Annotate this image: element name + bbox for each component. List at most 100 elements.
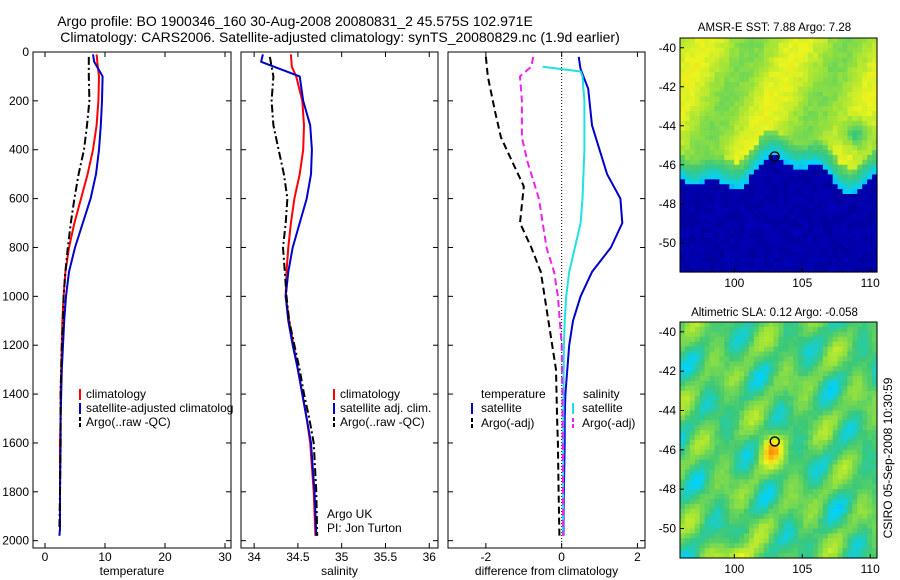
map-cell: [694, 435, 701, 441]
map-cell: [699, 385, 706, 392]
map-cell: [788, 479, 794, 485]
map-cell: [729, 430, 735, 436]
map-cell: [832, 213, 839, 219]
map-cell: [724, 444, 730, 451]
map-cell: [862, 503, 868, 510]
map-cell: [867, 77, 873, 83]
map-cell: [724, 469, 730, 476]
map-cell: [768, 257, 775, 263]
map-cell: [773, 553, 780, 559]
map-cell: [832, 150, 839, 156]
map-cell: [783, 189, 789, 195]
map-cell: [689, 528, 696, 535]
map-cell: [857, 81, 863, 88]
map-cell: [680, 125, 686, 132]
map-cell: [714, 385, 720, 392]
map-cell: [699, 503, 706, 510]
map-cell: [842, 494, 849, 500]
map-cell: [724, 503, 730, 510]
map-cell: [852, 257, 858, 263]
map-cell: [724, 150, 730, 156]
map-cell: [842, 101, 849, 107]
map-cell: [689, 218, 696, 224]
map-cell: [822, 140, 829, 146]
map-cell: [783, 499, 789, 505]
map-cell: [778, 194, 785, 200]
map-cell: [734, 449, 740, 456]
map-cell: [719, 361, 725, 367]
map-cell: [724, 376, 730, 382]
map-cell: [744, 518, 750, 525]
map-cell: [837, 346, 844, 353]
map-cell: [709, 233, 716, 239]
map-cell: [709, 130, 716, 137]
map-cell: [709, 150, 716, 156]
map-cell: [699, 184, 706, 190]
map-cell: [680, 494, 686, 500]
map-cell: [872, 169, 878, 176]
map-cell: [827, 111, 834, 117]
map-cell: [793, 52, 799, 59]
map-cell: [744, 503, 750, 510]
map-cell: [748, 164, 755, 171]
map-cell: [724, 159, 730, 166]
map-cell: [798, 508, 804, 515]
map-cell: [704, 513, 711, 520]
map-cell: [680, 38, 686, 44]
map-cell: [729, 469, 735, 476]
map-cell: [744, 42, 750, 49]
map-cell: [842, 164, 849, 171]
map-cell: [680, 47, 686, 54]
map-cell: [872, 464, 878, 471]
map-cell: [704, 503, 711, 510]
map-cell: [753, 361, 760, 367]
map-cell: [684, 336, 691, 343]
map-cell: [768, 164, 775, 171]
map-cell: [812, 62, 819, 68]
map-cell: [680, 257, 686, 263]
map-cell: [694, 150, 701, 156]
map-cell: [788, 267, 794, 273]
map-cell: [867, 533, 873, 539]
map-y-tick-label: -48: [659, 482, 677, 496]
map-cell: [812, 326, 819, 333]
map-cell: [714, 179, 720, 185]
map-cell: [704, 159, 711, 166]
map-cell: [832, 42, 839, 49]
map-cell: [704, 96, 711, 102]
map-cell: [694, 267, 701, 273]
map-cell: [778, 508, 785, 515]
map-cell: [763, 410, 770, 417]
map-cell: [837, 203, 844, 210]
map-cell: [719, 440, 725, 446]
map-cell: [709, 62, 716, 68]
map-cell: [734, 96, 740, 102]
map-cell: [744, 106, 750, 112]
map-cell: [734, 194, 740, 200]
map-cell: [827, 385, 834, 392]
map-cell: [832, 208, 839, 215]
map-cell: [704, 459, 711, 466]
map-cell: [783, 346, 789, 353]
map-cell: [817, 145, 824, 151]
map-cell: [748, 420, 755, 426]
map-cell: [867, 130, 873, 137]
map-cell: [842, 523, 849, 530]
map-cell: [862, 267, 868, 273]
map-cell: [699, 91, 706, 98]
map-cell: [684, 361, 691, 367]
map-cell: [724, 111, 730, 117]
map-cell: [689, 400, 696, 407]
map-cell: [857, 494, 863, 500]
map-cell: [827, 174, 834, 180]
map-cell: [798, 430, 804, 436]
map-cell: [704, 213, 711, 219]
map-cell: [684, 203, 691, 210]
map-cell: [778, 52, 785, 59]
map-cell: [699, 484, 706, 490]
map-cell: [763, 366, 770, 372]
map-cell: [724, 38, 730, 44]
map-cell: [763, 203, 770, 210]
map-cell: [753, 326, 760, 333]
map-cell: [748, 553, 755, 559]
